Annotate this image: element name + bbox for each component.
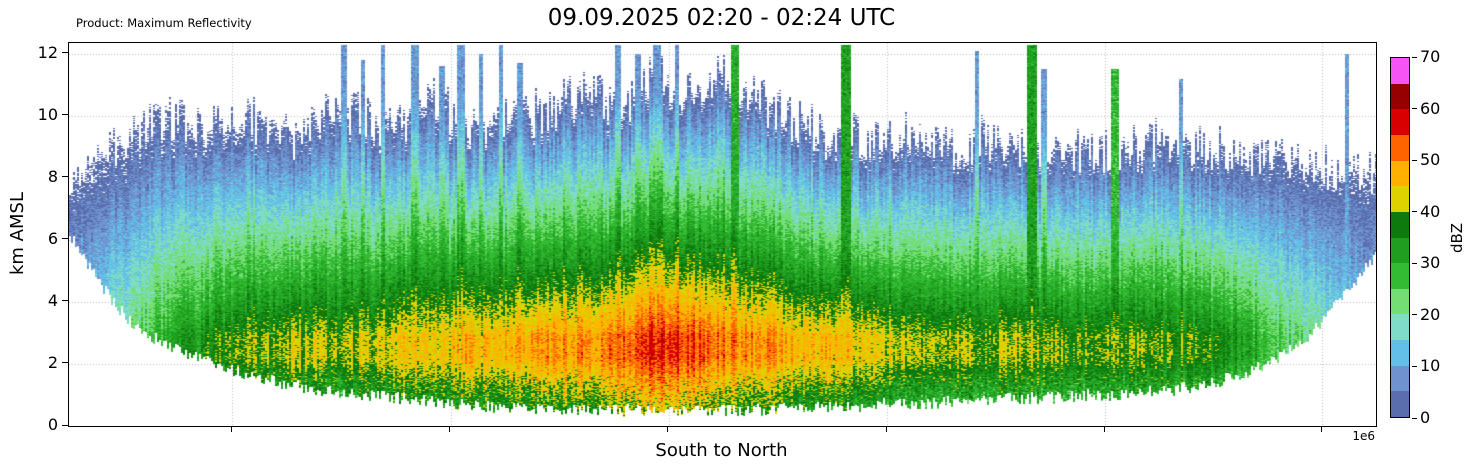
colorbar-segment bbox=[1391, 340, 1409, 366]
y-tick-label: 8 bbox=[47, 166, 58, 186]
colorbar-segment bbox=[1391, 288, 1409, 315]
x-tick-mark bbox=[230, 427, 232, 432]
colorbar-label-wrap: dBZ bbox=[1444, 57, 1470, 418]
y-tick-label: 10 bbox=[37, 104, 58, 124]
colorbar-tick-mark bbox=[1412, 262, 1417, 264]
colorbar-segment bbox=[1391, 160, 1409, 187]
colorbar-segment bbox=[1391, 134, 1409, 161]
colorbar-tick-mark bbox=[1412, 417, 1417, 419]
colorbar-tick-label: 70 bbox=[1420, 47, 1441, 66]
x-tick-mark bbox=[667, 427, 669, 432]
x-axis-label: South to North bbox=[655, 440, 788, 461]
colorbar-tick-label: 60 bbox=[1420, 98, 1441, 118]
colorbar-gradient bbox=[1390, 57, 1410, 418]
colorbar-tick-label: 30 bbox=[1420, 253, 1441, 273]
y-tick-mark bbox=[62, 238, 68, 240]
colorbar-tick-label: 50 bbox=[1420, 150, 1441, 170]
y-tick-mark bbox=[62, 52, 68, 54]
colorbar-segment bbox=[1391, 365, 1409, 392]
colorbar-label: dBZ bbox=[1448, 222, 1466, 253]
colorbar-tick-label: 40 bbox=[1420, 201, 1441, 221]
colorbar-segment bbox=[1391, 109, 1409, 135]
reflectivity-cross-section-plot bbox=[68, 42, 1377, 427]
product-label: Product: Maximum Reflectivity bbox=[76, 16, 252, 30]
colorbar-tick-label: 10 bbox=[1420, 356, 1441, 376]
colorbar-segment bbox=[1391, 83, 1409, 110]
colorbar-segment bbox=[1391, 263, 1409, 289]
colorbar-tick-label: 20 bbox=[1420, 304, 1441, 324]
y-tick-label: 2 bbox=[47, 352, 58, 372]
colorbar-segment bbox=[1391, 314, 1409, 341]
colorbar-segment bbox=[1391, 58, 1409, 84]
colorbar-tick-mark bbox=[1412, 314, 1417, 316]
y-tick-mark bbox=[62, 362, 68, 364]
x-tick-mark bbox=[1320, 427, 1322, 432]
y-tick-label: 6 bbox=[47, 228, 58, 248]
y-tick-label: 0 bbox=[47, 415, 58, 434]
y-tick-label: 12 bbox=[37, 42, 58, 62]
colorbar-segment bbox=[1391, 237, 1409, 264]
x-tick-mark bbox=[449, 427, 451, 432]
x-tick-mark bbox=[1103, 427, 1105, 432]
x-tick-mark bbox=[885, 427, 887, 432]
colorbar-tick-label: 0 bbox=[1420, 408, 1431, 427]
chart-title: 09.09.2025 02:20 - 02:24 UTC bbox=[547, 5, 896, 31]
colorbar-segment bbox=[1391, 186, 1409, 212]
y-tick-mark bbox=[62, 114, 68, 116]
colorbar-tick-mark bbox=[1412, 211, 1417, 213]
y-tick-mark bbox=[62, 300, 68, 302]
x-axis-offset-label: 1e6 bbox=[1352, 429, 1375, 443]
y-tick-mark bbox=[62, 176, 68, 178]
colorbar-tick-mark bbox=[1412, 159, 1417, 161]
colorbar-segment bbox=[1391, 211, 1409, 238]
colorbar-segment bbox=[1391, 391, 1409, 417]
y-tick-mark bbox=[62, 424, 68, 426]
colorbar-tick-mark bbox=[1412, 108, 1417, 110]
y-tick-label: 4 bbox=[47, 290, 58, 310]
colorbar-tick-mark bbox=[1412, 56, 1417, 58]
colorbar-tick-mark bbox=[1412, 365, 1417, 367]
